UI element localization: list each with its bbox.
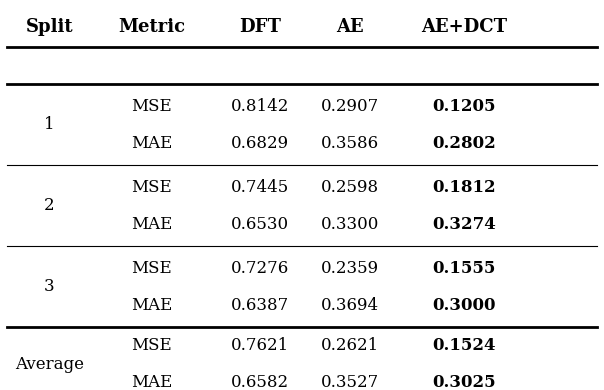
Text: 0.3586: 0.3586 bbox=[321, 135, 379, 152]
Text: MSE: MSE bbox=[131, 179, 172, 196]
Text: 0.2598: 0.2598 bbox=[321, 179, 379, 196]
Text: MSE: MSE bbox=[131, 260, 172, 277]
Text: 0.1524: 0.1524 bbox=[432, 337, 496, 354]
Text: 0.7276: 0.7276 bbox=[231, 260, 289, 277]
Text: 0.6582: 0.6582 bbox=[231, 374, 289, 390]
Text: 0.3000: 0.3000 bbox=[432, 297, 496, 314]
Text: 0.2621: 0.2621 bbox=[321, 337, 379, 354]
Text: 0.7445: 0.7445 bbox=[231, 179, 289, 196]
Text: 0.1205: 0.1205 bbox=[432, 98, 496, 115]
Text: Average: Average bbox=[15, 356, 84, 372]
Text: 0.3527: 0.3527 bbox=[321, 374, 379, 390]
Text: MAE: MAE bbox=[131, 135, 172, 152]
Text: DFT: DFT bbox=[239, 18, 281, 36]
Text: MAE: MAE bbox=[131, 297, 172, 314]
Text: 3: 3 bbox=[44, 278, 55, 295]
Text: 0.3274: 0.3274 bbox=[432, 216, 496, 233]
Text: 2: 2 bbox=[44, 197, 55, 214]
Text: MSE: MSE bbox=[131, 98, 172, 115]
Text: 0.3300: 0.3300 bbox=[321, 216, 379, 233]
Text: Metric: Metric bbox=[118, 18, 185, 36]
Text: 0.8142: 0.8142 bbox=[231, 98, 289, 115]
Text: 0.6829: 0.6829 bbox=[231, 135, 289, 152]
Text: 0.6387: 0.6387 bbox=[231, 297, 289, 314]
Text: 0.2907: 0.2907 bbox=[321, 98, 379, 115]
Text: 0.2802: 0.2802 bbox=[432, 135, 496, 152]
Text: 1: 1 bbox=[44, 116, 55, 133]
Text: MAE: MAE bbox=[131, 216, 172, 233]
Text: Split: Split bbox=[26, 18, 73, 36]
Text: 0.3694: 0.3694 bbox=[321, 297, 379, 314]
Text: AE+DCT: AE+DCT bbox=[422, 18, 507, 36]
Text: 0.3025: 0.3025 bbox=[432, 374, 496, 390]
Text: 0.1812: 0.1812 bbox=[432, 179, 496, 196]
Text: 0.7621: 0.7621 bbox=[231, 337, 289, 354]
Text: 0.2359: 0.2359 bbox=[321, 260, 379, 277]
Text: MSE: MSE bbox=[131, 337, 172, 354]
Text: 0.1555: 0.1555 bbox=[432, 260, 496, 277]
Text: AE: AE bbox=[336, 18, 364, 36]
Text: 0.6530: 0.6530 bbox=[231, 216, 289, 233]
Text: MAE: MAE bbox=[131, 374, 172, 390]
